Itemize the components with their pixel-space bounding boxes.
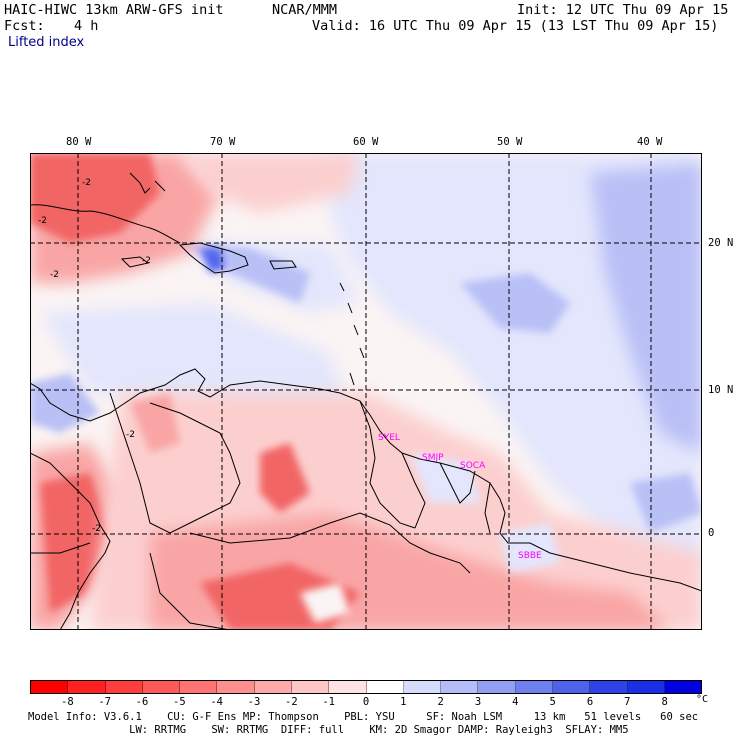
colorbar-cell <box>142 681 181 693</box>
colorbar-tick-label: 1 <box>400 696 407 708</box>
colorbar-cell <box>329 681 367 693</box>
colorbar-tick-label: -2 <box>285 696 298 708</box>
boundary-guianas <box>359 400 491 534</box>
station-soca: SOCA <box>460 461 486 471</box>
colorbar-cell <box>515 681 553 693</box>
colorbar-tick-label: 6 <box>586 696 594 708</box>
lat-label-0: 0 <box>708 527 715 539</box>
colorbar-tick-label: 2 <box>437 696 444 708</box>
map-frame <box>30 153 702 630</box>
valid-time: Valid: 16 UTC Thu 09 Apr 15 (13 LST Thu … <box>312 18 719 34</box>
model-title: HAIC-HIWC 13km ARW-GFS init <box>4 2 224 18</box>
station-smjp: SMJP <box>422 453 444 463</box>
fcst-label: Fcst: <box>4 18 45 34</box>
contour-label: -2 <box>50 270 59 280</box>
colorbar-tick-label: 0 <box>362 696 370 708</box>
coastline-hispaniola <box>178 242 249 274</box>
coastline-south-america-north <box>30 368 702 592</box>
colorbar-cell <box>254 681 292 693</box>
lon-label-40w: 40 W <box>637 136 663 148</box>
contour-label: -2 <box>82 178 91 188</box>
colorbar-cell <box>366 681 404 693</box>
colorbar-tick-label: 5 <box>549 696 556 708</box>
coastline-jamaica <box>120 256 150 268</box>
colorbar-tick-label: -1 <box>322 696 335 708</box>
contour-label: -2 <box>92 524 101 534</box>
coastline-cuba <box>30 204 181 244</box>
colorbar-tick-label: -7 <box>98 696 111 708</box>
colorbar-cell <box>627 681 665 693</box>
model-info-line2: LW: RRTMG SW: RRTMG DIFF: full KM: 2D Sm… <box>28 724 629 736</box>
field-name: Lifted index <box>8 35 85 50</box>
colorbar-cell <box>552 681 591 693</box>
contour-label: -2 <box>126 430 135 440</box>
colorbar-cell <box>291 681 330 693</box>
model-info-line1: Model Info: V3.6.1 CU: G-F Ens MP: Thomp… <box>28 711 699 723</box>
lat-label-20n: 20 N <box>708 237 734 249</box>
colorbar-tick-label: -3 <box>247 696 261 708</box>
colorbar-unit: °C <box>696 694 709 705</box>
colorbar-cell <box>478 681 516 693</box>
colorbar-tick-label: 4 <box>512 696 519 708</box>
colorbar-tick-label: -8 <box>61 696 74 708</box>
colorbar-cell <box>68 681 106 693</box>
colorbar-cell <box>105 681 143 693</box>
boundary-brazil <box>189 512 471 574</box>
colorbar-cell <box>403 681 442 693</box>
colorbar-tick-label: -4 <box>210 696 223 708</box>
boundary-peru-ecuador <box>30 542 231 630</box>
coastlines <box>30 172 702 630</box>
colorbar-tick-label: -5 <box>173 696 186 708</box>
coastline-lesser-antilles <box>339 282 365 386</box>
fcst-value: 4 h <box>74 18 99 34</box>
station-sbbe: SBBE <box>518 551 542 561</box>
lon-label-50w: 50 W <box>497 136 523 148</box>
colorbar-cell <box>31 681 69 693</box>
colorbar-tick-label: 8 <box>661 696 668 708</box>
contour-label: -2 <box>38 216 47 226</box>
init-time: Init: 12 UTC Thu 09 Apr 15 <box>517 2 729 18</box>
colorbar-cell <box>664 681 702 693</box>
lon-label-60w: 60 W <box>353 136 379 148</box>
colorbar-cell <box>217 681 255 693</box>
lon-label-70w: 70 W <box>210 136 236 148</box>
org-label: NCAR/MMM <box>272 2 338 18</box>
coastline-central-america <box>30 452 111 630</box>
lifted-index-map: -2 -2 -2 -2 -2 -2 SYEL SMJP SOCA SBBE <box>30 153 702 630</box>
station-syel: SYEL <box>378 433 400 443</box>
colorbar-cell <box>590 681 628 693</box>
colorbar-tick-label: 3 <box>474 696 482 708</box>
coastline-puerto-rico <box>269 260 297 270</box>
coastline-bahamas <box>129 172 166 194</box>
contour-label: -2 <box>142 256 151 266</box>
colorbar-tick-label: -6 <box>135 696 149 708</box>
lon-label-80w: 80 W <box>66 136 92 148</box>
colorbar-cell <box>441 681 479 693</box>
colorbar-tick-label: 7 <box>624 696 631 708</box>
boundary-colombia-venezuela <box>109 392 241 534</box>
colorbar-cell <box>180 681 218 693</box>
shading-layer <box>30 153 702 630</box>
lat-lon-grid <box>30 153 702 630</box>
colorbar <box>30 680 702 694</box>
lat-label-10n: 10 N <box>708 384 734 396</box>
